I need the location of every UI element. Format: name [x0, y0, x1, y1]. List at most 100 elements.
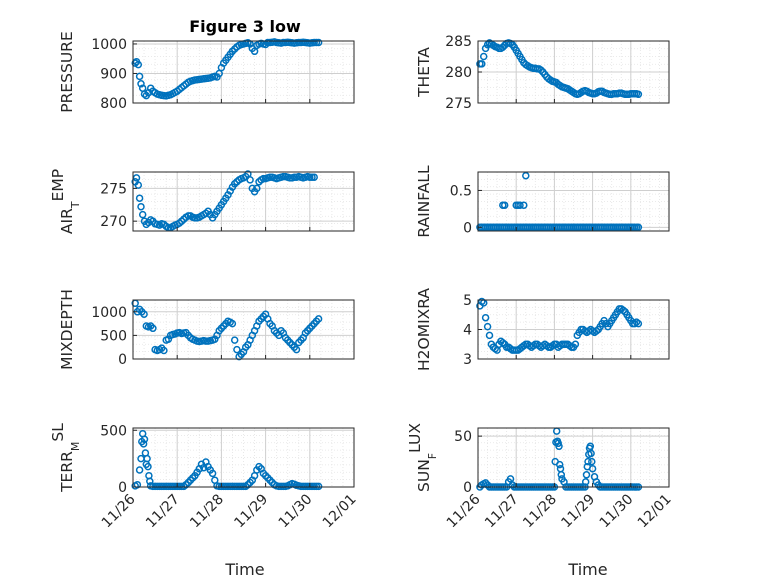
data-point: [581, 478, 590, 486]
y-tick-label: 900: [100, 66, 127, 82]
axes-box: [477, 427, 670, 488]
axes-box: [477, 171, 670, 232]
y-tick-label: 0: [463, 480, 472, 496]
y-tick-label: 275: [445, 96, 472, 112]
data-point: [228, 319, 237, 328]
data-point: [137, 202, 145, 211]
data-point: [555, 442, 563, 451]
y-tick-label: 0: [118, 352, 127, 368]
x-tick-label: 11/30: [597, 491, 637, 531]
data-point: [246, 176, 254, 184]
y-axis-label: RAINFALL: [415, 165, 433, 238]
data-point: [310, 173, 318, 181]
data-point: [479, 52, 488, 61]
data-point: [557, 471, 566, 479]
y-axis-label: PRESSURE: [58, 31, 76, 113]
data-point: [314, 315, 323, 323]
data-point: [134, 60, 143, 69]
data-point: [230, 336, 239, 344]
data-point: [571, 340, 580, 349]
data-point: [481, 44, 490, 53]
data-point: [253, 184, 261, 193]
data-point: [516, 201, 524, 209]
y-tick-label: 1000: [91, 305, 127, 321]
data-point: [292, 345, 301, 354]
x-axis-label-left: Time: [224, 560, 264, 579]
data-point: [149, 324, 157, 333]
x-tick-label: 11/28: [520, 491, 560, 531]
y-tick-label: 5: [463, 293, 472, 309]
data-point: [140, 435, 149, 444]
y-tick-label: 3: [463, 352, 472, 368]
data-point: [586, 442, 595, 451]
data-point: [522, 171, 530, 180]
y-axis-label: TERRMSL: [49, 423, 82, 493]
axes-box: [132, 171, 355, 232]
subplot-h2omixra: 3 4 5 H2OMIXRA: [415, 288, 670, 371]
data-point: [139, 440, 148, 448]
subplot-pressure: 800 900 1000 PRESSURE: [58, 31, 355, 113]
data-point: [144, 462, 152, 471]
x-tick-label: 11/26: [444, 491, 484, 531]
axes-box: [132, 427, 355, 488]
subplot-rainfall: 0 0.5 RAINFALL: [415, 165, 670, 238]
y-tick-label: 4: [463, 323, 472, 339]
data-point: [481, 479, 490, 487]
x-tick-label: 12/01: [635, 491, 675, 531]
figure-title: Figure 3 low: [189, 17, 301, 36]
subplot-theta: 275 280 285 THETA: [415, 34, 670, 112]
data-point: [314, 38, 323, 47]
data-point: [584, 457, 592, 466]
data-point: [134, 181, 143, 189]
y-axis-label: THETA: [415, 47, 433, 98]
data-point: [634, 319, 643, 328]
y-tick-label: 270: [100, 214, 127, 230]
y-tick-label: 0: [463, 220, 472, 236]
x-tick-label: 11/30: [276, 491, 316, 531]
y-tick-label: 500: [100, 423, 127, 439]
x-tick-label: 11/27: [143, 491, 183, 531]
data-point: [634, 90, 643, 99]
subplot-terr-msl: 0 500 11/26 11/27 11/28 11/29 11/30 12/01 TERRMS…: [49, 423, 360, 531]
data-point: [133, 480, 142, 489]
data-point: [140, 310, 148, 318]
data-point: [499, 43, 507, 51]
y-axis-label: SUNFLUX: [406, 423, 439, 492]
x-tick-label: 11/26: [99, 491, 139, 531]
y-tick-label: 0: [118, 480, 127, 496]
data-point: [555, 460, 564, 469]
y-tick-label: 800: [100, 96, 127, 112]
x-tick-label: 12/01: [320, 491, 360, 531]
y-tick-label: 0.5: [450, 183, 472, 199]
x-tick-label: 11/29: [558, 491, 598, 531]
data-point: [481, 313, 490, 322]
y-tick-label: 1000: [91, 37, 127, 53]
data-point: [556, 464, 565, 473]
y-axis-label: AIRTEMP: [49, 169, 82, 234]
x-tick-label: 11/29: [231, 491, 271, 531]
data-point: [520, 201, 528, 209]
data-point: [587, 449, 595, 458]
subplot-air-temp: 270 275 AIRTEMP: [49, 169, 355, 234]
y-axis-label: MIXDEPTH: [58, 289, 76, 370]
y-tick-label: 50: [454, 429, 472, 445]
y-tick-label: 280: [445, 65, 472, 81]
data-point: [588, 464, 597, 473]
x-tick-label: 11/27: [482, 491, 522, 531]
data-point: [588, 457, 596, 466]
data-point: [582, 471, 591, 479]
data-point: [537, 66, 545, 74]
data-point: [208, 469, 217, 478]
data-point: [138, 210, 147, 219]
data-point: [143, 454, 151, 463]
data-point: [483, 322, 492, 331]
y-tick-label: 275: [100, 181, 127, 197]
data-point: [485, 331, 494, 340]
y-tick-label: 500: [100, 328, 127, 344]
data-point: [135, 194, 144, 202]
data-point: [135, 466, 144, 474]
data-point: [500, 201, 509, 209]
data-point: [137, 80, 145, 88]
